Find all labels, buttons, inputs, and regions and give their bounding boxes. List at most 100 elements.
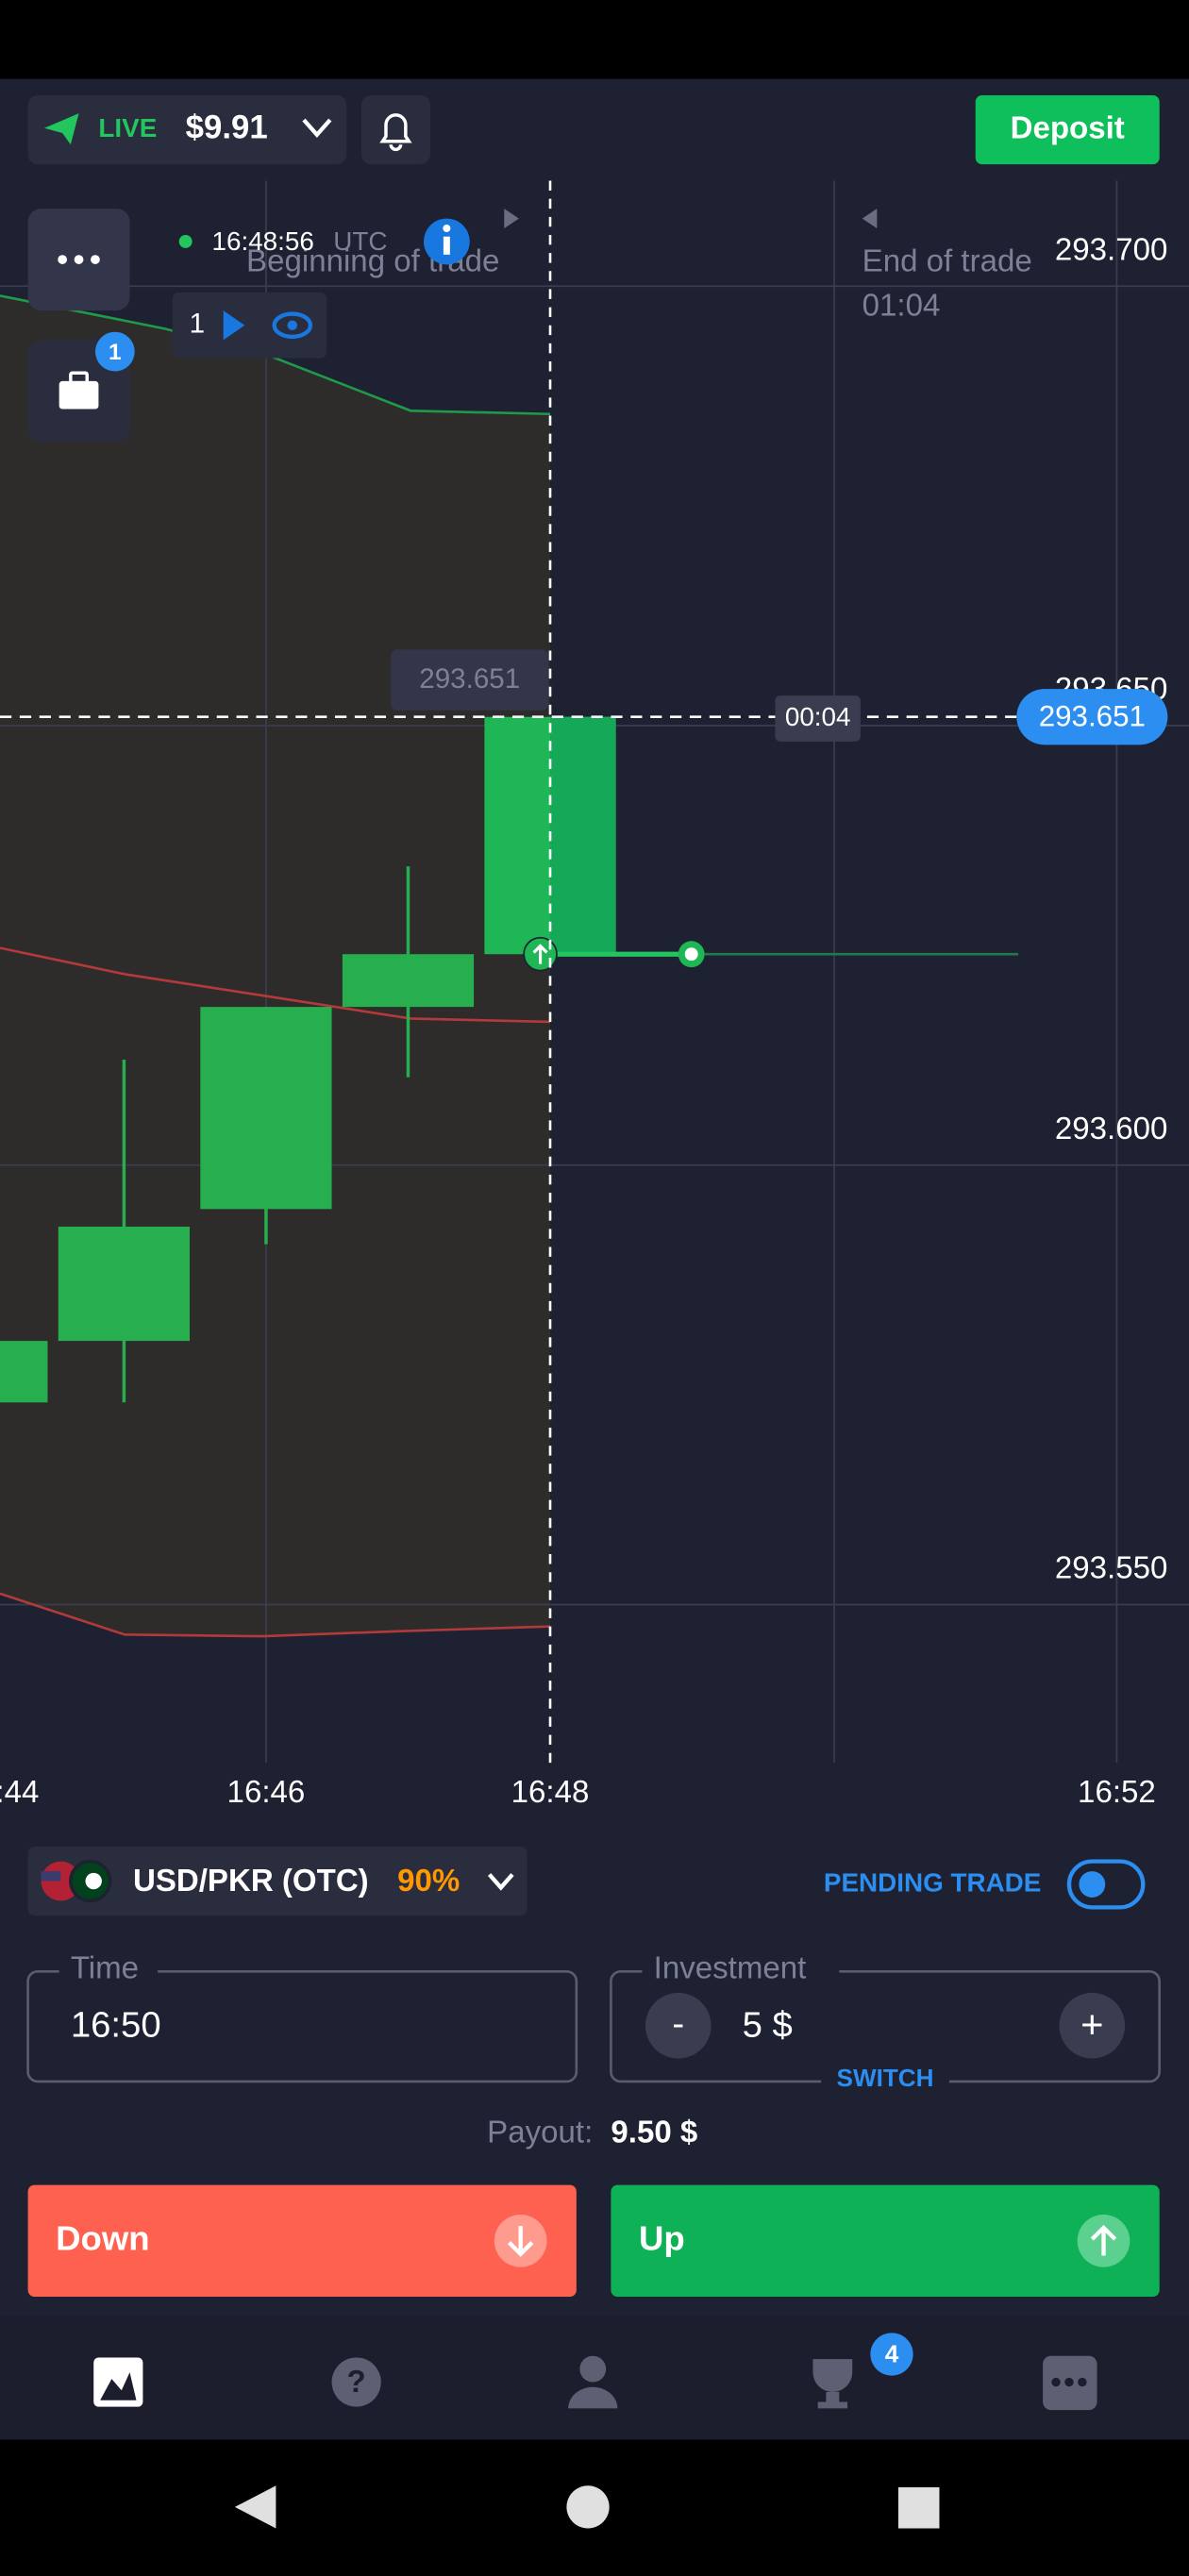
down-arrow xyxy=(507,2226,534,2257)
dot xyxy=(74,255,84,264)
y-tick-label: 293.600 xyxy=(1055,1112,1167,1146)
badge xyxy=(94,331,135,372)
investment-label: Investment xyxy=(654,1950,807,1985)
candle-body xyxy=(0,1341,48,1403)
up-button[interactable] xyxy=(611,2184,1160,2298)
asset-name: USD/PKR (OTC) xyxy=(133,1864,369,1899)
label-gap xyxy=(821,2063,949,2097)
dot xyxy=(1051,2377,1061,2387)
eye-icon xyxy=(272,311,313,340)
eye-pupil xyxy=(287,320,297,330)
chevron xyxy=(487,1873,514,1891)
timer-box xyxy=(775,695,861,742)
label-gap xyxy=(642,1954,840,1988)
dot xyxy=(1064,2377,1074,2387)
label-gap xyxy=(59,1954,159,1988)
trade-point-center xyxy=(684,947,698,962)
info-glyph-dot xyxy=(443,225,451,233)
back-button[interactable] xyxy=(234,2485,276,2529)
x-tick-label: 16:46 xyxy=(227,1775,306,1810)
time-value: 16:50 xyxy=(71,2005,161,2046)
bell-icon xyxy=(379,113,412,152)
dot xyxy=(1078,2377,1087,2387)
chart: Beginning of trade End of trade01:04293.7… xyxy=(0,180,1189,1810)
chart-glyph xyxy=(100,2372,137,2400)
nav-help[interactable] xyxy=(331,2357,381,2407)
home-button[interactable] xyxy=(566,2485,610,2529)
marker-arrow xyxy=(862,209,878,229)
recents-button[interactable] xyxy=(897,2486,940,2529)
status-dot xyxy=(178,234,193,248)
account-mode: LIVE xyxy=(98,113,157,142)
up-label: Up xyxy=(639,2218,685,2257)
indicators-pill[interactable] xyxy=(172,292,327,359)
nav-tournaments[interactable] xyxy=(812,2359,853,2409)
current-price-label: 293.651 xyxy=(1039,700,1146,733)
time-field[interactable] xyxy=(26,1969,578,2083)
pending-trade[interactable]: PENDING TRADE xyxy=(824,1867,1041,1897)
notifications-button[interactable] xyxy=(360,94,430,165)
deposit-label: Deposit xyxy=(1011,110,1125,145)
indicator-line xyxy=(0,946,551,1024)
nav-profile[interactable] xyxy=(579,2355,607,2383)
account-switcher[interactable] xyxy=(27,94,347,165)
price-ghost-box xyxy=(391,649,549,711)
y-tick-label: 293.700 xyxy=(1055,232,1167,267)
chevron xyxy=(302,118,332,139)
trade-end-countdown: 01:04 xyxy=(862,288,941,323)
server-time: 16:48:56 xyxy=(212,226,314,256)
play-icon xyxy=(223,310,245,341)
status-bar xyxy=(0,0,1189,79)
decrease-label: - xyxy=(672,2003,684,2044)
badge xyxy=(870,2333,913,2376)
toggle-knob xyxy=(1079,1871,1106,1898)
portfolio-badge: 1 xyxy=(109,340,122,365)
candle-shade xyxy=(550,716,616,955)
pk-flag-crescent xyxy=(85,1872,102,1890)
down-label: Down xyxy=(56,2218,149,2257)
payout-label: Payout: xyxy=(487,2115,593,2149)
trade-open-arrow xyxy=(532,944,548,964)
x-tick-label: 16:44 xyxy=(0,1775,39,1810)
asset-selector[interactable] xyxy=(27,1846,528,1916)
x-tick-label: 16:52 xyxy=(1078,1775,1156,1810)
timer: 00:04 xyxy=(785,702,851,731)
chart-toolbar: 1 16:48:56 UTC 1 xyxy=(27,209,878,443)
x-tick-label: 16:48 xyxy=(511,1775,590,1810)
y-tick-label: 293.550 xyxy=(1055,1551,1167,1586)
indicator-line xyxy=(0,1592,551,1638)
info-glyph xyxy=(443,236,450,255)
decrease-button[interactable] xyxy=(645,1992,712,2059)
payout-value: 9.50 $ xyxy=(611,2115,697,2149)
tournaments-badge: 4 xyxy=(885,2340,899,2368)
timezone: UTC xyxy=(333,226,387,256)
increase-button[interactable] xyxy=(1059,1992,1126,2059)
deposit-button[interactable] xyxy=(975,94,1160,165)
price-ghost-label: 293.651 xyxy=(419,663,520,694)
indicators-count: 1 xyxy=(190,309,205,340)
dot xyxy=(91,255,100,264)
briefcase-icon xyxy=(59,380,99,410)
increase-label: + xyxy=(1080,2002,1103,2047)
us-flag-canton xyxy=(41,1871,61,1882)
dot xyxy=(58,255,68,264)
pending-toggle[interactable] xyxy=(1066,1859,1146,1910)
profile-body xyxy=(568,2386,618,2409)
balance: $9.91 xyxy=(186,109,268,146)
switch-button[interactable]: SWITCH xyxy=(837,2064,934,2092)
candle-body xyxy=(342,954,475,1008)
help-glyph: ? xyxy=(347,2365,366,2400)
live-icon xyxy=(43,113,79,145)
down-button[interactable] xyxy=(27,2184,577,2298)
current-price-tag xyxy=(1016,689,1168,745)
amount: 5 $ xyxy=(743,2005,793,2046)
payout-percent: 90% xyxy=(397,1864,460,1899)
marker-arrow xyxy=(504,209,519,229)
candle-body xyxy=(58,1226,191,1342)
candle-body xyxy=(200,1007,332,1210)
trade-end-label: End of trade xyxy=(862,243,1032,278)
up-arrow xyxy=(1090,2224,1117,2256)
